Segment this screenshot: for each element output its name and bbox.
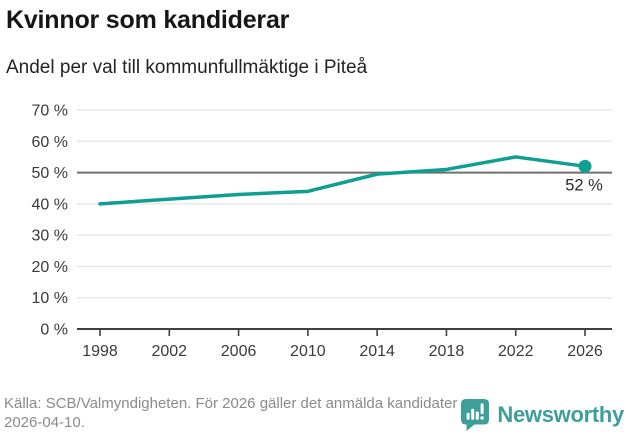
source-note: Källa: SCB/Valmyndigheten. För 2026 gäll… xyxy=(4,395,458,431)
newsworthy-wordmark: Newsworthy xyxy=(497,402,624,427)
chart-header: Kvinnor som kandiderar Andel per val til… xyxy=(6,6,625,80)
x-tick-label: 2014 xyxy=(359,343,395,360)
y-tick-label: 10 % xyxy=(32,290,68,307)
y-tick-label: 0 % xyxy=(40,322,68,339)
y-tick-label: 40 % xyxy=(32,196,68,213)
newsworthy-logo[interactable]: Newsworthy xyxy=(460,398,624,432)
chart-footer: Källa: SCB/Valmyndigheten. För 2026 gäll… xyxy=(4,394,624,433)
chart-subtitle: Andel per val till kommunfullmäktige i P… xyxy=(6,56,368,78)
y-tick-label: 20 % xyxy=(32,259,68,276)
x-tick-label: 2010 xyxy=(290,343,326,360)
y-tick-label: 30 % xyxy=(32,228,68,245)
x-tick-label: 2002 xyxy=(151,343,187,360)
y-tick-label: 60 % xyxy=(32,134,68,151)
x-tick-label: 2018 xyxy=(429,343,465,360)
end-point-label: 52 % xyxy=(565,176,603,194)
x-tick-label: 2022 xyxy=(498,343,534,360)
end-point-dot xyxy=(578,159,592,173)
x-tick-label: 2006 xyxy=(221,343,257,360)
y-tick-label: 70 % xyxy=(32,103,68,120)
y-tick-label: 50 % xyxy=(32,165,68,182)
line-chart: 0 % 10 % 20 % 30 % 40 % 50 % 60 % 70 % 1998 2002 2… xyxy=(32,103,612,360)
x-tick-label: 1998 xyxy=(82,343,118,360)
newsworthy-speech-bubble-bar-chart-icon xyxy=(461,399,490,431)
chart-title: Kvinnor som kandiderar xyxy=(6,6,290,34)
trend-line xyxy=(98,155,587,206)
x-tick-label: 2026 xyxy=(567,343,603,360)
